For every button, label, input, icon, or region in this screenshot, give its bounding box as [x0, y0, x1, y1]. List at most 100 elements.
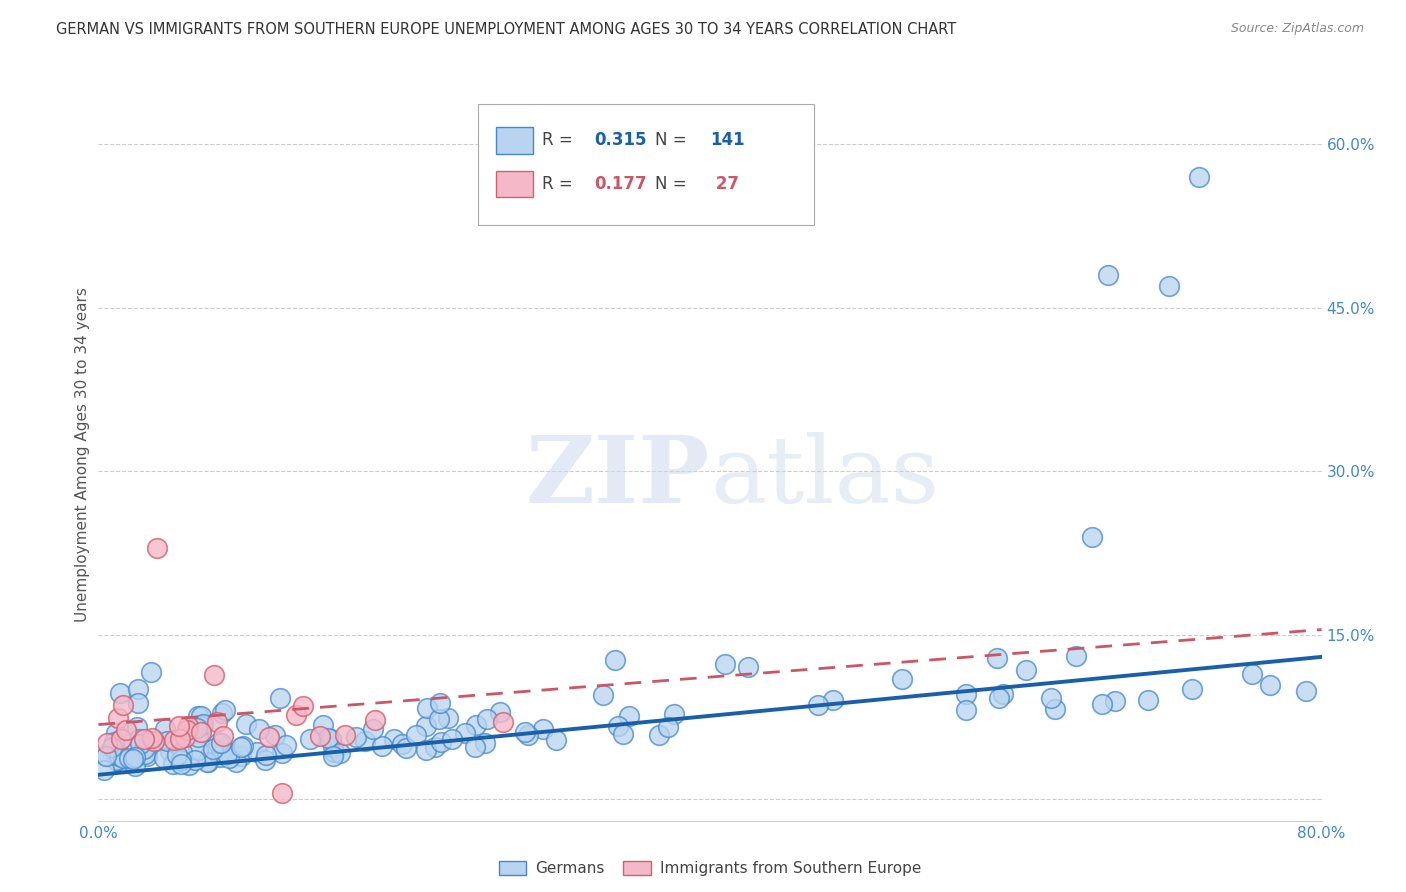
Point	[284, 707, 307, 722]
Point	[104, 753, 127, 767]
Point	[364, 714, 387, 728]
Point	[127, 682, 149, 697]
Text: 0.315: 0.315	[593, 131, 647, 149]
Point	[274, 738, 297, 752]
Point	[474, 736, 496, 750]
Point	[225, 755, 247, 769]
Point	[187, 742, 209, 756]
Point	[207, 736, 229, 750]
Point	[118, 751, 141, 765]
Point	[186, 721, 208, 735]
Point	[475, 712, 498, 726]
Point	[94, 749, 117, 764]
Point	[107, 753, 129, 767]
Point	[464, 739, 486, 754]
Point	[153, 722, 176, 736]
Point	[191, 719, 214, 733]
Text: ZIP: ZIP	[526, 432, 710, 522]
Point	[612, 726, 634, 740]
Point	[436, 711, 458, 725]
Point	[737, 659, 759, 673]
Legend: Germans, Immigrants from Southern Europe: Germans, Immigrants from Southern Europe	[492, 855, 928, 882]
Point	[100, 740, 122, 755]
Point	[270, 786, 292, 800]
Point	[807, 698, 830, 712]
Point	[714, 657, 737, 671]
Point	[169, 732, 191, 747]
Point	[128, 732, 150, 747]
Point	[202, 667, 225, 681]
Point	[211, 706, 233, 721]
Point	[1157, 278, 1180, 293]
Point	[200, 747, 222, 761]
Point	[246, 745, 269, 759]
Point	[115, 723, 138, 738]
Point	[93, 763, 115, 777]
Point	[657, 720, 679, 734]
Point	[229, 740, 252, 755]
Point	[124, 749, 146, 764]
Point	[209, 749, 232, 764]
Point	[371, 739, 394, 753]
Point	[1188, 169, 1211, 184]
FancyBboxPatch shape	[478, 103, 814, 225]
Point	[135, 748, 157, 763]
Text: N =: N =	[655, 131, 692, 149]
Text: 0.177: 0.177	[593, 176, 647, 194]
Point	[254, 748, 277, 763]
Point	[96, 749, 118, 764]
Point	[353, 734, 375, 748]
Point	[405, 728, 427, 742]
Point	[1015, 663, 1038, 677]
Point	[110, 731, 132, 746]
Point	[107, 711, 129, 725]
Point	[190, 725, 212, 739]
Point	[177, 758, 200, 772]
Point	[145, 541, 167, 555]
Point	[169, 755, 191, 769]
Point	[322, 748, 344, 763]
Point	[607, 719, 630, 733]
Point	[361, 722, 384, 736]
Point	[308, 729, 330, 743]
Point	[546, 733, 568, 747]
Text: GERMAN VS IMMIGRANTS FROM SOUTHERN EUROPE UNEMPLOYMENT AMONG AGES 30 TO 34 YEARS: GERMAN VS IMMIGRANTS FROM SOUTHERN EUROP…	[56, 22, 956, 37]
Point	[127, 720, 149, 734]
Point	[395, 740, 418, 755]
Point	[201, 742, 224, 756]
Point	[592, 688, 614, 702]
Point	[440, 732, 463, 747]
Point	[134, 742, 156, 756]
Point	[215, 747, 238, 762]
Point	[1241, 666, 1264, 681]
FancyBboxPatch shape	[496, 171, 533, 197]
Point	[292, 698, 315, 713]
Point	[323, 745, 346, 759]
Point	[1181, 681, 1204, 696]
Point	[153, 750, 176, 764]
Point	[316, 731, 339, 745]
Point	[190, 709, 212, 723]
Point	[169, 719, 191, 733]
Point	[187, 731, 209, 745]
Point	[112, 751, 135, 765]
Point	[344, 730, 367, 744]
Point	[1097, 268, 1119, 282]
Point	[513, 724, 536, 739]
Point	[491, 715, 513, 730]
Point	[193, 716, 215, 731]
Point	[415, 743, 437, 757]
Point	[103, 735, 125, 749]
Y-axis label: Unemployment Among Ages 30 to 34 years: Unemployment Among Ages 30 to 34 years	[75, 287, 90, 623]
Point	[163, 733, 186, 747]
Point	[173, 731, 195, 745]
Point	[209, 736, 232, 750]
Point	[533, 722, 555, 736]
Point	[139, 665, 162, 679]
Point	[253, 753, 276, 767]
Point	[1295, 683, 1317, 698]
Point	[257, 730, 280, 744]
Point	[991, 687, 1014, 701]
Point	[891, 672, 914, 686]
Point	[128, 737, 150, 751]
